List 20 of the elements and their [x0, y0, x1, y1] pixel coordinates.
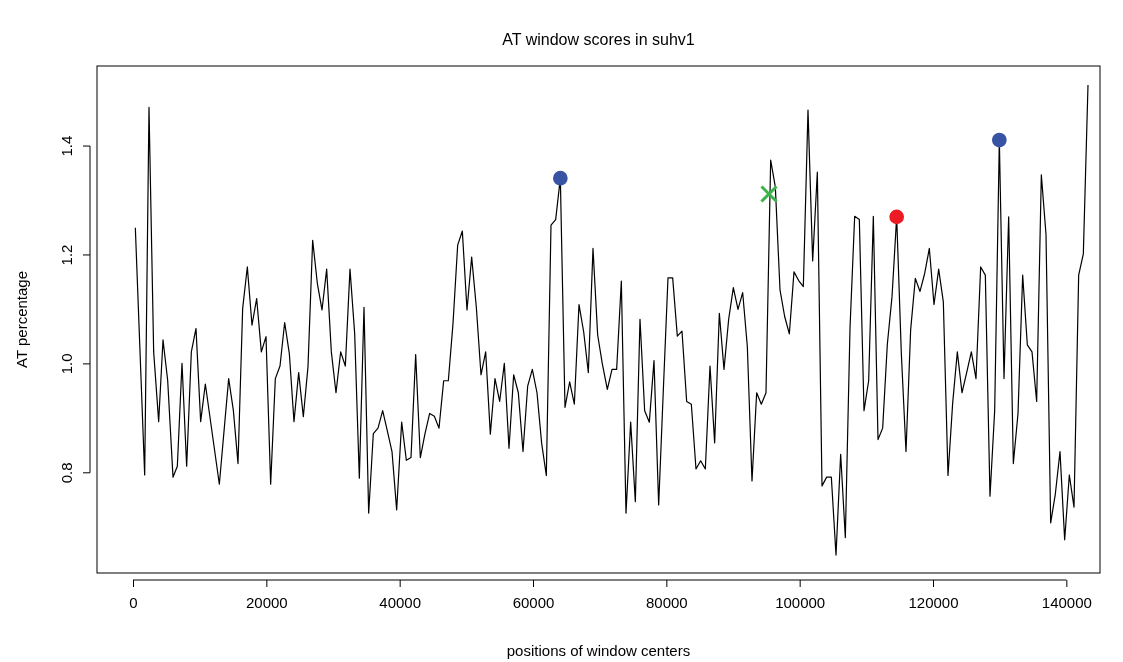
x-axis-title: positions of window centers [506, 642, 691, 659]
x-tick-label: 120000 [908, 594, 959, 611]
y-tick-label: 0.8 [58, 462, 75, 484]
x-tick-label: 40000 [379, 594, 422, 611]
point [889, 209, 905, 225]
x-tick-label: 20000 [245, 594, 288, 611]
x-tick-label: 60000 [512, 594, 555, 611]
y-tick-label: 1.4 [58, 135, 75, 157]
y-tick-label: 1.0 [58, 353, 75, 375]
x-tick-label: 0 [129, 594, 138, 611]
chart-title: AT window scores in suhv1 [502, 31, 695, 48]
point [991, 132, 1007, 148]
y-axis-title: AT percentage [13, 270, 30, 369]
line-series [134, 84, 1089, 556]
point [759, 184, 779, 204]
x-tick-label: 100000 [775, 594, 826, 611]
y-tick-label: 1.2 [58, 244, 75, 266]
point [552, 170, 568, 186]
x-tick-label: 140000 [1041, 594, 1092, 611]
x-tick-label: 80000 [645, 594, 688, 611]
